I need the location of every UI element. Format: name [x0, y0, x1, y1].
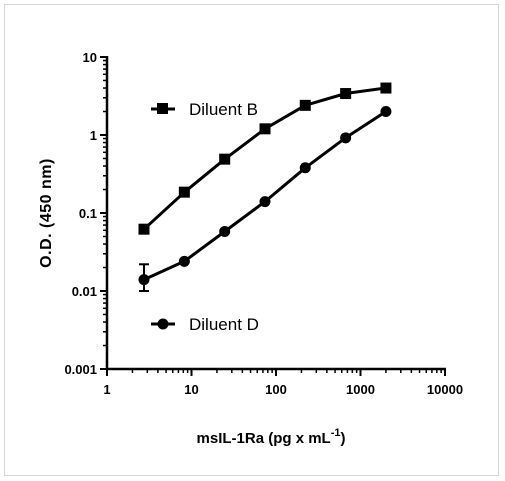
series-layer — [138, 82, 392, 292]
y-tick-label: 0.1 — [79, 206, 97, 221]
data-point-diluent-b — [380, 82, 392, 94]
y-tick-label: 0.01 — [72, 284, 97, 299]
x-tick-label: 10 — [184, 382, 198, 397]
x-tick-label: 1 — [103, 382, 110, 397]
legend-label-diluent-d: Diluent D — [189, 315, 259, 334]
y-tick-label: 0.001 — [64, 362, 97, 377]
axes: 0.001 0.01 0.1 1 10 1 10 100 1000 10000 — [64, 50, 463, 397]
legend-label-diluent-b: Diluent B — [189, 100, 258, 119]
legend-diluent-b: Diluent B — [151, 100, 258, 119]
legend-diluent-d: Diluent D — [151, 315, 259, 334]
x-axis-title-superscript: -1 — [331, 427, 341, 439]
data-point-diluent-b — [178, 186, 190, 198]
legend-marker-square — [157, 103, 168, 114]
figure-frame — [4, 4, 499, 476]
y-tick-label: 1 — [90, 128, 97, 143]
x-axis-title: msIL-1Ra (pg x mL-1) — [197, 427, 346, 447]
data-point-diluent-b — [259, 123, 271, 135]
data-point-diluent-d — [380, 106, 392, 118]
data-point-diluent-d — [178, 255, 190, 267]
data-point-diluent-b — [138, 223, 150, 235]
data-point-diluent-d — [219, 225, 231, 237]
x-axis-title-close: ) — [340, 430, 345, 447]
x-tick-label: 100 — [265, 382, 287, 397]
y-tick-label: 10 — [83, 50, 97, 65]
data-point-diluent-b — [340, 88, 352, 100]
data-point-diluent-d — [138, 274, 150, 286]
series-line-diluent-b — [142, 86, 387, 231]
data-point-diluent-d — [259, 196, 271, 208]
data-point-diluent-b — [299, 99, 311, 111]
data-point-diluent-b — [219, 153, 231, 165]
legend-marker-circle — [157, 318, 169, 330]
x-tick-label: 1000 — [346, 382, 375, 397]
data-point-diluent-d — [299, 162, 311, 174]
data-point-diluent-d — [340, 132, 352, 144]
x-tick-label: 10000 — [427, 382, 463, 397]
y-axis-title: O.D. (450 nm) — [38, 158, 55, 268]
x-axis-title-main: msIL-1Ra (pg x mL — [197, 430, 331, 447]
